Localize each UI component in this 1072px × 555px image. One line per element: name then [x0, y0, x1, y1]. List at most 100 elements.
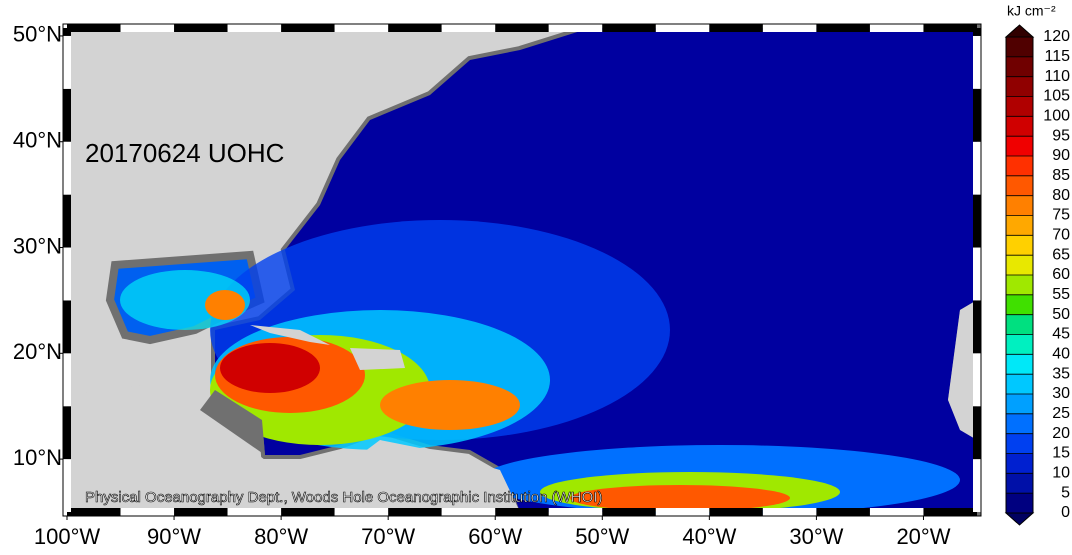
y-tick-label: 10°N	[13, 445, 62, 470]
border-bar	[174, 24, 228, 32]
border-bar	[441, 24, 496, 32]
colorbar-bin	[1006, 314, 1033, 335]
y-tick-label: 40°N	[13, 128, 62, 153]
colorbar-tick-label: 45	[1052, 326, 1070, 343]
map-title: 20170624 UOHC	[85, 138, 284, 168]
cuba	[250, 325, 330, 345]
border-bar	[281, 508, 335, 516]
colorbar-bin	[1006, 294, 1033, 315]
border-bar	[973, 141, 981, 195]
colorbar-bin	[1006, 334, 1033, 355]
south-america	[67, 385, 520, 512]
border-bar	[973, 247, 981, 301]
x-tick-label: 80°W	[254, 524, 308, 549]
heat-blob	[205, 290, 245, 320]
colorbar-bin	[1006, 215, 1033, 236]
coast-shelf	[200, 390, 265, 455]
colorbar-label: kJ cm⁻²	[1007, 3, 1056, 19]
border-bar	[495, 508, 549, 516]
x-tick-label: 60°W	[468, 524, 522, 549]
border-bar	[63, 459, 71, 512]
colorbar-bin	[1006, 394, 1033, 414]
colorbar-tick-label: 0	[1061, 504, 1070, 521]
border-bar	[816, 24, 870, 32]
colorbar-tick-label: 120	[1043, 28, 1070, 45]
border-bar	[548, 24, 603, 32]
border-bar	[63, 141, 71, 195]
x-tick-label: 90°W	[147, 524, 201, 549]
border-bar	[973, 28, 981, 36]
colorbar-tick-label: 80	[1052, 187, 1070, 204]
frame	[62, 23, 982, 517]
colorbar-tick-label: 40	[1052, 346, 1070, 363]
x-tick-label: 100°W	[34, 524, 101, 549]
colorbar-bin	[1006, 453, 1033, 474]
border-bar	[762, 508, 817, 516]
border-bar	[655, 508, 710, 516]
border-bar	[973, 353, 981, 407]
border-bar	[63, 247, 71, 301]
colorbar-bin	[1006, 413, 1033, 434]
colorbar-tick-label: 35	[1052, 365, 1070, 382]
border-bar	[655, 24, 710, 32]
colorbar-bin	[1006, 37, 1033, 57]
border-bar	[973, 300, 981, 354]
x-tick-label: 70°W	[361, 524, 415, 549]
border-bar	[869, 24, 924, 32]
colorbar-bin	[1006, 493, 1033, 513]
border-bar	[388, 508, 442, 516]
border-bar	[63, 406, 71, 460]
x-tick-label: 40°W	[682, 524, 736, 549]
border-bar	[67, 508, 121, 516]
x-tick-label: 50°W	[575, 524, 629, 549]
colorbar-over	[1004, 24, 1035, 38]
border-bar	[816, 508, 870, 516]
map-frame	[62, 23, 982, 517]
border-bar	[120, 24, 175, 32]
colorbar-tick-label: 30	[1052, 385, 1070, 402]
border-bar	[63, 88, 71, 142]
border-bar	[709, 508, 763, 516]
land-cover	[67, 300, 977, 512]
heat-blob	[570, 485, 790, 511]
border-bar	[602, 508, 656, 516]
colorbar-bin	[1006, 235, 1033, 256]
colorbar-bin	[1006, 116, 1033, 137]
colorbar-bin	[1006, 136, 1033, 156]
africa	[948, 300, 977, 440]
colorbar-bin	[1006, 275, 1033, 295]
colorbar-tick-label: 50	[1052, 306, 1070, 323]
colorbar-tick-label: 65	[1052, 246, 1070, 263]
colorbar-bin	[1006, 195, 1033, 216]
border-bar	[63, 35, 71, 89]
colorbar-bin	[1006, 156, 1033, 176]
border-bar	[923, 508, 977, 516]
credit: Physical Oceanography Dept., Woods Hole …	[85, 489, 602, 506]
border-bar	[602, 24, 656, 32]
border-bar	[63, 300, 71, 354]
border-bar	[548, 508, 603, 516]
border-bar	[174, 508, 228, 516]
colorbar-bin	[1006, 56, 1033, 77]
y-tick-label: 50°N	[13, 22, 62, 47]
y-tick-label: 30°N	[13, 233, 62, 258]
colorbar-tick-label: 5	[1061, 484, 1070, 501]
border-bar	[709, 24, 763, 32]
x-tick-label: 20°W	[896, 524, 950, 549]
y-tick-label: 20°N	[13, 339, 62, 364]
colorbar-tick-label: 75	[1052, 207, 1070, 224]
border-bar	[495, 24, 549, 32]
border-bar	[441, 508, 496, 516]
colorbar-tick-label: 100	[1043, 108, 1070, 125]
border-bar	[63, 353, 71, 407]
colorbar-tick-label: 20	[1052, 425, 1070, 442]
colorbar-bin	[1006, 433, 1033, 454]
colorbar-bin	[1006, 255, 1033, 275]
x-tick-label: 30°W	[789, 524, 843, 549]
colorbar-tick-label: 110	[1044, 68, 1070, 85]
border-bar	[67, 24, 121, 32]
colorbar-tick-label: 55	[1052, 286, 1070, 303]
colorbar-under	[1004, 512, 1035, 526]
colorbar-bin	[1006, 374, 1033, 394]
colorbar-tick-label: 90	[1052, 147, 1070, 164]
